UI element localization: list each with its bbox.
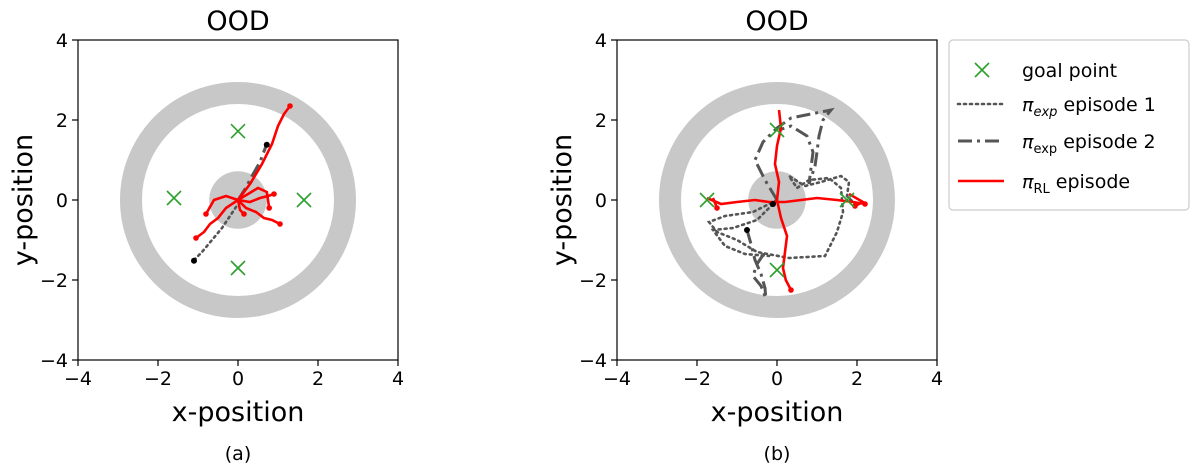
x-tick-label: 2 — [312, 368, 324, 390]
goal-point-marker-2 — [166, 190, 182, 206]
legend-box — [948, 39, 1190, 211]
y-tick-label: 4 — [56, 30, 68, 52]
x-tick-label: 4 — [392, 368, 404, 390]
y-tick-label: −2 — [40, 270, 68, 292]
y-tick-label: 0 — [56, 190, 68, 212]
legend-label-rl: πRL episode — [1022, 171, 1130, 197]
goal-point-marker-4 — [230, 260, 246, 276]
legend-item-goal: goal point — [974, 60, 1117, 82]
trajectory-rl-3 — [236, 105, 292, 201]
outer-ring-region — [659, 82, 895, 318]
trajectory-rl-8 — [848, 192, 866, 208]
rl-end-point — [266, 205, 273, 211]
rl-end-point — [241, 211, 247, 217]
rl-end-point — [203, 211, 209, 217]
rl-end-point — [193, 235, 199, 241]
legend-label-exp2: πexp episode 2 — [1022, 131, 1156, 157]
y-tick-label: −2 — [579, 270, 607, 292]
goal-point-marker-1 — [769, 122, 785, 138]
trajectory-rl-7 — [237, 199, 281, 226]
goal-point-marker-3 — [296, 192, 312, 208]
legend-label-goal: goal point — [1022, 60, 1117, 82]
y-tick-label: 2 — [56, 110, 68, 132]
trajectory-exp2-3 — [745, 229, 768, 299]
legend-label-exp1: πexp episode 1 — [1022, 94, 1156, 120]
x-tick-label: −2 — [144, 368, 172, 390]
x-tick-label: 0 — [232, 368, 244, 390]
trajectory-exp1-1 — [192, 202, 240, 262]
legend-item-exp2: πexp episode 2 — [958, 131, 1156, 157]
rl-end-point — [277, 221, 283, 227]
trajectory-exp1-2 — [710, 198, 779, 258]
y-tick-label: −4 — [579, 350, 607, 372]
rl-end-point — [271, 191, 277, 197]
legend-goal-marker — [974, 62, 990, 78]
figure-caption: (b) — [764, 443, 791, 465]
x-axis-label: x-position — [711, 397, 844, 428]
x-tick-label: 4 — [931, 368, 943, 390]
outer-ring-region — [120, 82, 356, 318]
rl-end-point — [788, 287, 794, 293]
goal-point-marker-2 — [699, 192, 715, 208]
trajectory-rl-5 — [773, 109, 793, 291]
y-tick-label: −4 — [40, 350, 68, 372]
start-point-1 — [744, 227, 750, 233]
start-point-2 — [770, 201, 776, 207]
legend: goal point πexp episode 1 πexp episode 2 πR… — [948, 39, 1190, 211]
rl-end-point — [287, 103, 293, 109]
start-point-1 — [191, 257, 197, 264]
y-tick-label: 2 — [595, 110, 607, 132]
x-tick-label: 0 — [771, 368, 783, 390]
x-tick-label: −4 — [603, 368, 631, 390]
trajectory-rl-6 — [237, 192, 275, 204]
x-tick-label: −4 — [64, 368, 92, 390]
goal-point-marker-4 — [769, 262, 785, 278]
chart-title: OOD — [206, 6, 269, 37]
x-tick-label: 2 — [851, 368, 863, 390]
goal-point-marker-1 — [230, 123, 246, 139]
start-point-2 — [263, 141, 270, 148]
y-tick-label: 4 — [595, 30, 607, 52]
y-axis-label: y-position — [547, 134, 578, 266]
plot-panel-2: −4 −2 0 2 4 4 2 0 −2 −4 OOD x-position y-position (b) — [547, 6, 943, 465]
plot-panel-1: −4 −2 0 2 4 4 2 0 −2 −4 OOD x-position y-position (a) — [8, 6, 404, 465]
y-tick-label: 0 — [595, 190, 607, 212]
rl-end-point — [714, 205, 720, 211]
goal-point-marker-3 — [839, 192, 855, 208]
legend-item-rl: πRL episode — [958, 171, 1130, 197]
figure-caption: (a) — [225, 443, 251, 465]
trajectory-rl-6 — [706, 196, 866, 206]
trajectory-exp2-4 — [753, 107, 835, 201]
y-axis-label: y-position — [8, 134, 39, 266]
legend-item-exp1: πexp episode 1 — [956, 94, 1156, 120]
x-tick-label: −2 — [683, 368, 711, 390]
chart-title: OOD — [745, 6, 808, 37]
trajectory-rl-8 — [237, 186, 271, 209]
trajectory-rl-4 — [195, 198, 239, 240]
x-axis-label: x-position — [172, 397, 305, 428]
trajectory-rl-5 — [204, 194, 239, 215]
